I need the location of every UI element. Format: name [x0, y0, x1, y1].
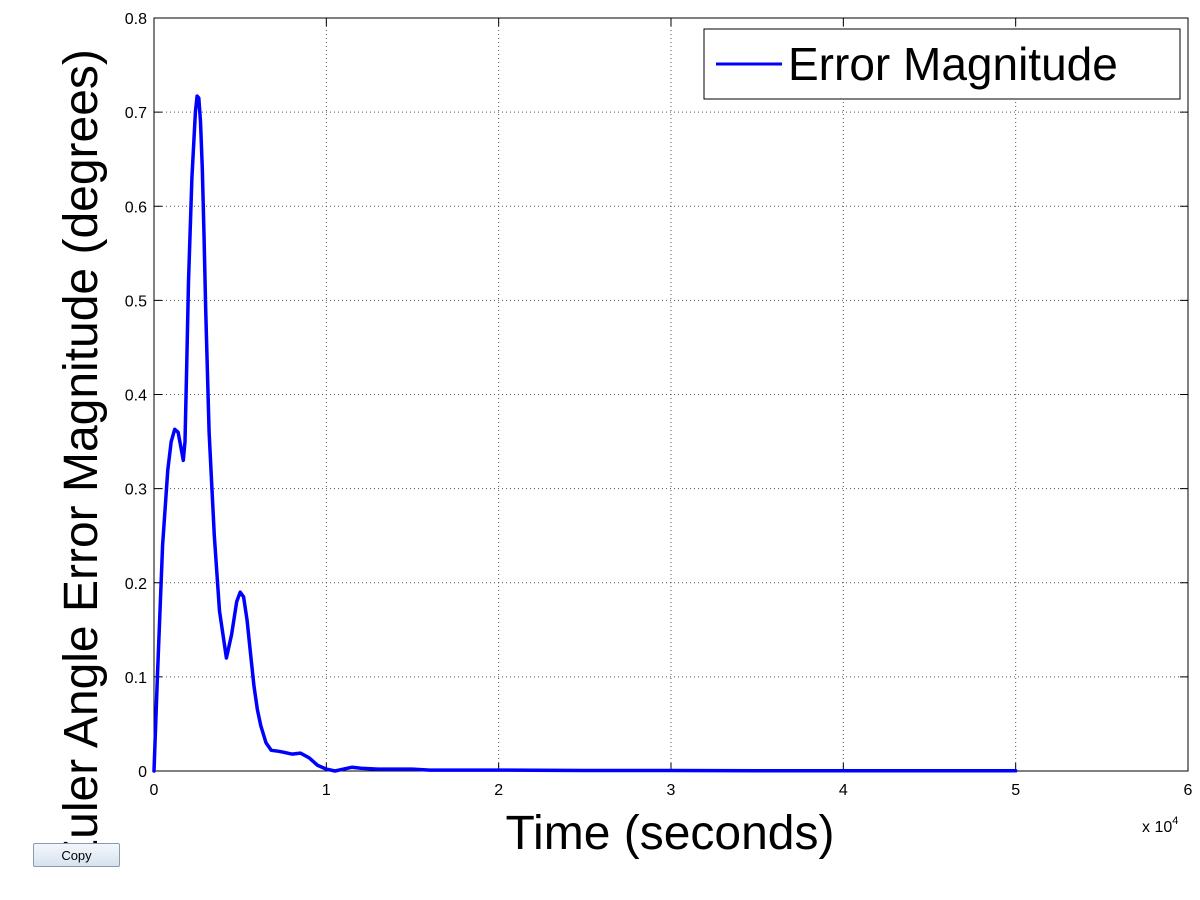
series-layer [152, 94, 1018, 773]
x-axis-label: Time (seconds) [506, 807, 835, 860]
grid-lines [154, 18, 1188, 771]
y-tick-label: 0.4 [125, 388, 147, 405]
series-line-error-magnitude [152, 94, 1018, 773]
y-tick-label: 0.3 [125, 482, 147, 499]
x-tick-label: 4 [839, 782, 848, 799]
x-tick-label: 3 [667, 782, 676, 799]
tick-labels: 0 1 2 3 4 5 6 0 0.1 0.2 0.3 0.4 0.5 0.6 0.7 0.8 [125, 11, 1193, 799]
x-axis-exponent: x 104 [1142, 815, 1178, 836]
x-axis-exponent-base: x 10 [1142, 819, 1172, 836]
y-tick-label: 0.1 [125, 670, 147, 687]
y-tick-label: 0.6 [125, 199, 147, 216]
copy-button[interactable]: Copy [33, 843, 120, 867]
x-axis-exponent-power: 4 [1172, 815, 1178, 827]
legend: Error Magnitude [703, 28, 1181, 100]
x-tick-label: 1 [322, 782, 331, 799]
legend-box [703, 28, 1181, 100]
y-tick-label: 0.7 [125, 105, 147, 122]
x-tick-label: 6 [1184, 782, 1193, 799]
y-tick-label: 0.2 [125, 576, 147, 593]
y-tick-label: 0.5 [125, 293, 147, 310]
y-axis-label: Euler Angle Error Magnitude (degrees) [55, 49, 108, 871]
x-tick-label: 2 [494, 782, 503, 799]
legend-label: Error Magnitude [788, 38, 1118, 90]
y-tick-label: 0.8 [125, 11, 147, 28]
x-tick-label: 0 [150, 782, 159, 799]
x-tick-label: 5 [1011, 782, 1020, 799]
y-tick-label: 0 [138, 764, 147, 781]
